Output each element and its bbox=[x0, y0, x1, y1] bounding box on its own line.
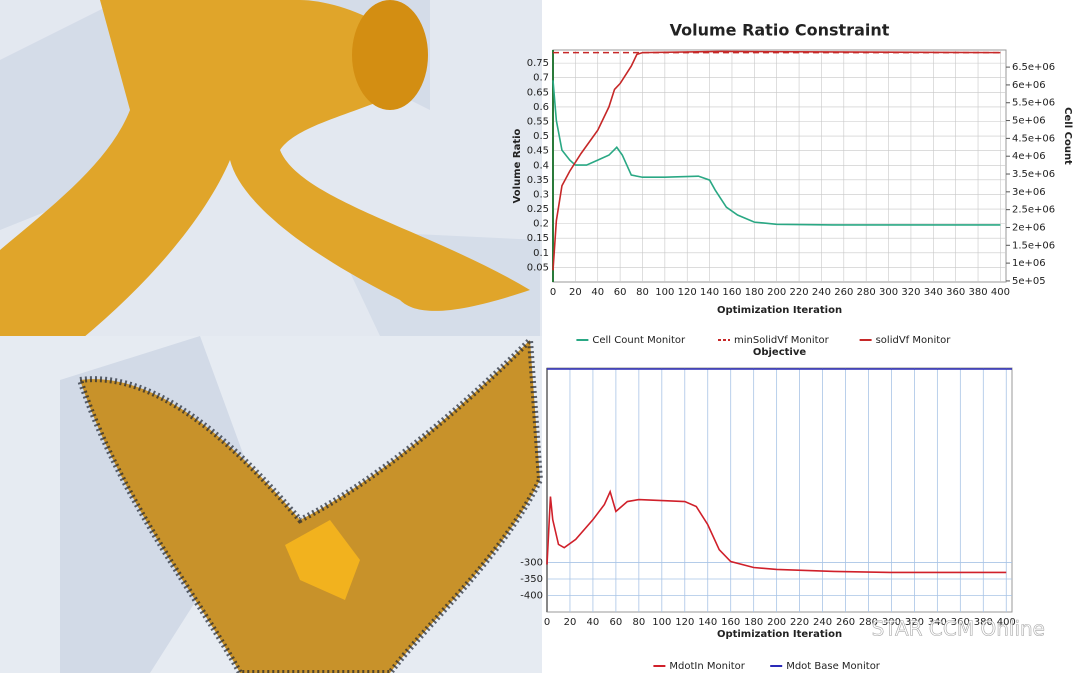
x-tick-label: 120 bbox=[678, 287, 697, 298]
x-tick-label: 340 bbox=[928, 617, 947, 628]
x-tick-label: 140 bbox=[698, 617, 717, 628]
plot-area bbox=[546, 367, 1013, 613]
x-tick-label: 160 bbox=[721, 617, 740, 628]
x-tick-label: 380 bbox=[968, 287, 987, 298]
y-axis-label: Volume Ratio bbox=[512, 128, 523, 203]
y-tick-label: 0.15 bbox=[527, 233, 549, 244]
x-tick-label: 240 bbox=[813, 617, 832, 628]
y-tick-label: 0.2 bbox=[533, 219, 549, 230]
y2-tick-label: 5e+05 bbox=[1012, 276, 1046, 287]
x-tick-label: 20 bbox=[569, 287, 582, 298]
legend-label: Cell Count Monitor bbox=[592, 335, 686, 346]
y2-axis-label: Cell Count bbox=[1062, 107, 1073, 165]
legend-label: minSolidVf Monitor bbox=[734, 335, 830, 346]
series-line bbox=[546, 489, 1007, 574]
y2-tick-label: 1.5e+06 bbox=[1012, 240, 1055, 251]
x-tick-label: 200 bbox=[767, 287, 786, 298]
y-tick-label: 0.55 bbox=[527, 116, 549, 127]
y2-tick-label: 3e+06 bbox=[1012, 187, 1046, 198]
y2-tick-label: 2.5e+06 bbox=[1012, 205, 1055, 216]
plot-area bbox=[552, 49, 1007, 283]
y-tick-label: -400 bbox=[520, 591, 543, 602]
x-tick-label: 100 bbox=[652, 617, 671, 628]
y-tick-label: 0.75 bbox=[527, 58, 549, 69]
x-tick-label: 380 bbox=[974, 617, 993, 628]
x-tick-label: 180 bbox=[745, 287, 764, 298]
legend-label: MdotIn Monitor bbox=[669, 661, 745, 672]
legend-label: solidVf Monitor bbox=[876, 335, 952, 346]
x-tick-label: 100 bbox=[655, 287, 674, 298]
x-tick-label: 340 bbox=[924, 287, 943, 298]
x-tick-label: 180 bbox=[744, 617, 763, 628]
x-tick-label: 220 bbox=[790, 287, 809, 298]
x-tick-label: 280 bbox=[859, 617, 878, 628]
x-tick-label: 320 bbox=[905, 617, 924, 628]
y-tick-label: 0.1 bbox=[533, 248, 549, 259]
y-tick-label: -350 bbox=[520, 574, 543, 585]
x-tick-label: 160 bbox=[722, 287, 741, 298]
y-tick-label: 0.7 bbox=[533, 73, 549, 84]
y2-tick-label: 5.5e+06 bbox=[1012, 98, 1055, 109]
x-tick-label: 80 bbox=[632, 617, 645, 628]
x-tick-label: 120 bbox=[675, 617, 694, 628]
x-tick-label: 320 bbox=[901, 287, 920, 298]
x-tick-label: 260 bbox=[836, 617, 855, 628]
x-tick-label: 360 bbox=[946, 287, 965, 298]
chart-title: Objective bbox=[753, 347, 807, 358]
x-tick-label: 40 bbox=[591, 287, 604, 298]
y-tick-label: 0.45 bbox=[527, 146, 549, 157]
y2-tick-label: 2e+06 bbox=[1012, 222, 1046, 233]
y-tick-label: 0.3 bbox=[533, 189, 549, 200]
x-tick-label: 260 bbox=[834, 287, 853, 298]
y-tick-label: 0.6 bbox=[533, 102, 549, 113]
y2-tick-label: 6e+06 bbox=[1012, 80, 1046, 91]
x-axis-label: Optimization Iteration bbox=[717, 305, 842, 316]
y2-tick-label: 3.5e+06 bbox=[1012, 169, 1055, 180]
x-tick-label: 240 bbox=[812, 287, 831, 298]
render-top bbox=[0, 0, 542, 400]
x-tick-label: 140 bbox=[700, 287, 719, 298]
x-tick-label: 360 bbox=[951, 617, 970, 628]
y-tick-label: 0.65 bbox=[527, 87, 549, 98]
x-tick-label: 0 bbox=[544, 617, 550, 628]
legend-label: Mdot Base Monitor bbox=[786, 661, 881, 672]
y-tick-label: 0.5 bbox=[533, 131, 549, 142]
y-tick-label: -300 bbox=[520, 558, 543, 569]
x-tick-label: 220 bbox=[790, 617, 809, 628]
x-tick-label: 300 bbox=[882, 617, 901, 628]
y2-tick-label: 6.5e+06 bbox=[1012, 62, 1055, 73]
x-tick-label: 40 bbox=[587, 617, 600, 628]
y2-tick-label: 4.5e+06 bbox=[1012, 133, 1055, 144]
y2-tick-label: 1e+06 bbox=[1012, 258, 1046, 269]
x-tick-label: 400 bbox=[991, 287, 1010, 298]
series-line bbox=[552, 50, 1001, 271]
render-bottom bbox=[0, 333, 544, 673]
y2-tick-label: 5e+06 bbox=[1012, 116, 1046, 127]
y-tick-label: 0.4 bbox=[533, 160, 549, 171]
y-tick-label: 0.35 bbox=[527, 175, 549, 186]
x-tick-label: 60 bbox=[614, 287, 627, 298]
x-tick-label: 20 bbox=[564, 617, 577, 628]
y-tick-label: 0.05 bbox=[527, 262, 549, 273]
x-tick-label: 400 bbox=[997, 617, 1016, 628]
x-tick-label: 300 bbox=[879, 287, 898, 298]
x-tick-label: 80 bbox=[636, 287, 649, 298]
x-tick-label: 200 bbox=[767, 617, 786, 628]
chart-title: Volume Ratio Constraint bbox=[670, 21, 890, 40]
x-tick-label: 0 bbox=[550, 287, 556, 298]
x-tick-label: 60 bbox=[610, 617, 623, 628]
y-tick-label: 0.25 bbox=[527, 204, 549, 215]
x-tick-label: 280 bbox=[857, 287, 876, 298]
watermark: STAR CCM Online bbox=[872, 617, 1045, 641]
x-axis-label: Optimization Iteration bbox=[717, 629, 842, 640]
y2-tick-label: 4e+06 bbox=[1012, 151, 1046, 162]
